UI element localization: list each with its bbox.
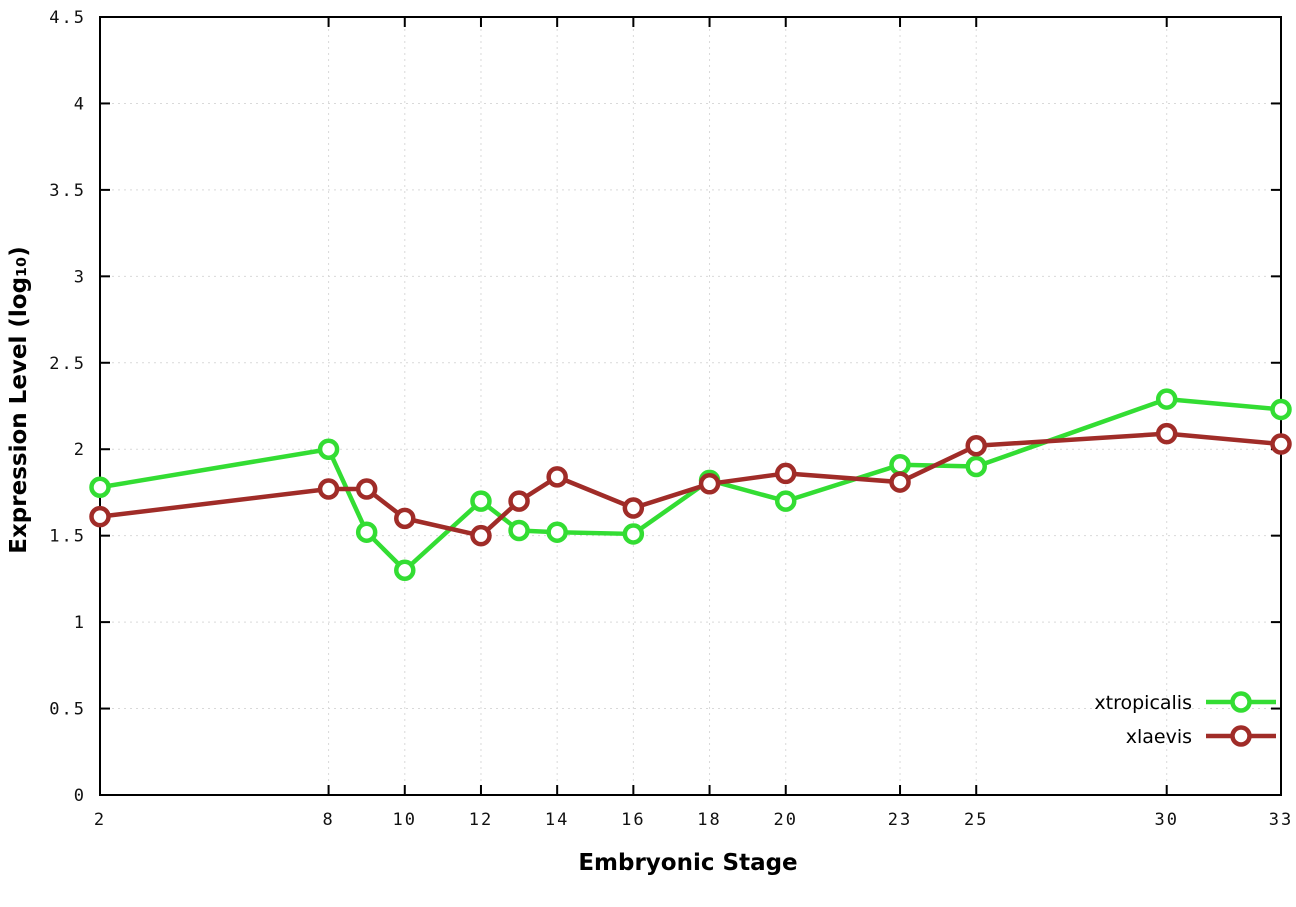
data-point bbox=[355, 478, 378, 500]
x-tick-label: 23 bbox=[888, 810, 912, 830]
axis-ticks bbox=[99, 16, 1282, 796]
y-tick-label: 0 bbox=[74, 786, 86, 806]
y-tick-label: 4.5 bbox=[49, 8, 86, 28]
y-tick-label: 1.5 bbox=[49, 527, 86, 547]
x-tick-label: 12 bbox=[469, 810, 493, 830]
y-axis-title: Expression Level (log₁₀) bbox=[6, 246, 32, 553]
data-point bbox=[622, 497, 645, 519]
legend-label: xlaevis bbox=[1126, 726, 1192, 748]
x-tick-labels: 2 8 10 12 14 16 18 20 23 25 30 33 bbox=[94, 810, 1293, 830]
y-tick-labels: 0 0.5 1 1.5 2 2.5 3 3.5 4 4.5 bbox=[49, 8, 86, 806]
data-point bbox=[622, 523, 645, 545]
data-point bbox=[317, 478, 340, 500]
data-point bbox=[1155, 422, 1178, 445]
legend: xtropicalis xlaevis bbox=[1094, 691, 1276, 748]
data-point bbox=[889, 454, 911, 476]
data-point bbox=[355, 521, 378, 543]
series-xtropicalis bbox=[89, 388, 1292, 581]
x-tick-label: 16 bbox=[621, 810, 645, 830]
data-point bbox=[1270, 433, 1292, 455]
data-point bbox=[317, 438, 340, 460]
data-point bbox=[965, 435, 987, 457]
data-point bbox=[508, 519, 530, 542]
data-point bbox=[774, 490, 797, 512]
y-tick-label: 0.5 bbox=[49, 700, 86, 720]
data-point bbox=[394, 559, 416, 581]
x-tick-label: 18 bbox=[697, 810, 721, 830]
series-line bbox=[97, 396, 1284, 573]
x-tick-label: 33 bbox=[1269, 810, 1293, 830]
y-tick-label: 2.5 bbox=[49, 354, 86, 374]
x-tick-label: 2 bbox=[94, 810, 106, 830]
data-point bbox=[89, 505, 111, 528]
legend-sample-marker bbox=[1230, 691, 1252, 713]
x-tick-label: 10 bbox=[393, 810, 417, 830]
data-point bbox=[470, 524, 492, 547]
x-tick-label: 8 bbox=[322, 810, 334, 830]
data-point bbox=[1270, 398, 1292, 421]
data-point bbox=[546, 466, 568, 488]
legend-label: xtropicalis bbox=[1094, 692, 1192, 714]
data-point bbox=[1155, 388, 1178, 410]
data-point bbox=[698, 473, 721, 495]
data-point bbox=[546, 521, 568, 543]
series-xlaevis bbox=[89, 422, 1292, 547]
x-tick-label: 20 bbox=[773, 810, 797, 830]
legend-sample-marker bbox=[1230, 725, 1252, 747]
y-tick-label: 2 bbox=[74, 440, 86, 460]
data-point bbox=[89, 476, 111, 499]
data-point bbox=[889, 471, 911, 493]
y-tick-label: 4 bbox=[74, 94, 86, 114]
x-tick-label: 25 bbox=[964, 810, 988, 830]
plot-border bbox=[99, 16, 1282, 796]
data-point bbox=[774, 462, 797, 485]
y-tick-label: 3 bbox=[74, 267, 86, 287]
gridlines bbox=[99, 16, 1282, 796]
data-point bbox=[508, 490, 530, 512]
y-tick-label: 3.5 bbox=[49, 181, 86, 201]
x-tick-label: 14 bbox=[545, 810, 569, 830]
data-point bbox=[394, 507, 416, 530]
x-tick-label: 30 bbox=[1154, 810, 1178, 830]
x-axis-title: Embryonic Stage bbox=[578, 850, 797, 876]
y-tick-label: 1 bbox=[74, 613, 86, 633]
data-point bbox=[965, 455, 987, 478]
data-point bbox=[470, 490, 492, 512]
